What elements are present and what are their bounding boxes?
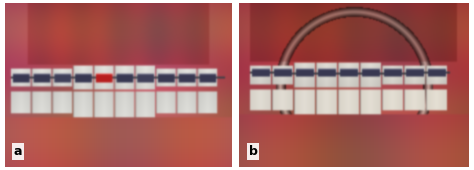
- Text: a: a: [14, 145, 22, 158]
- Text: b: b: [248, 145, 257, 158]
